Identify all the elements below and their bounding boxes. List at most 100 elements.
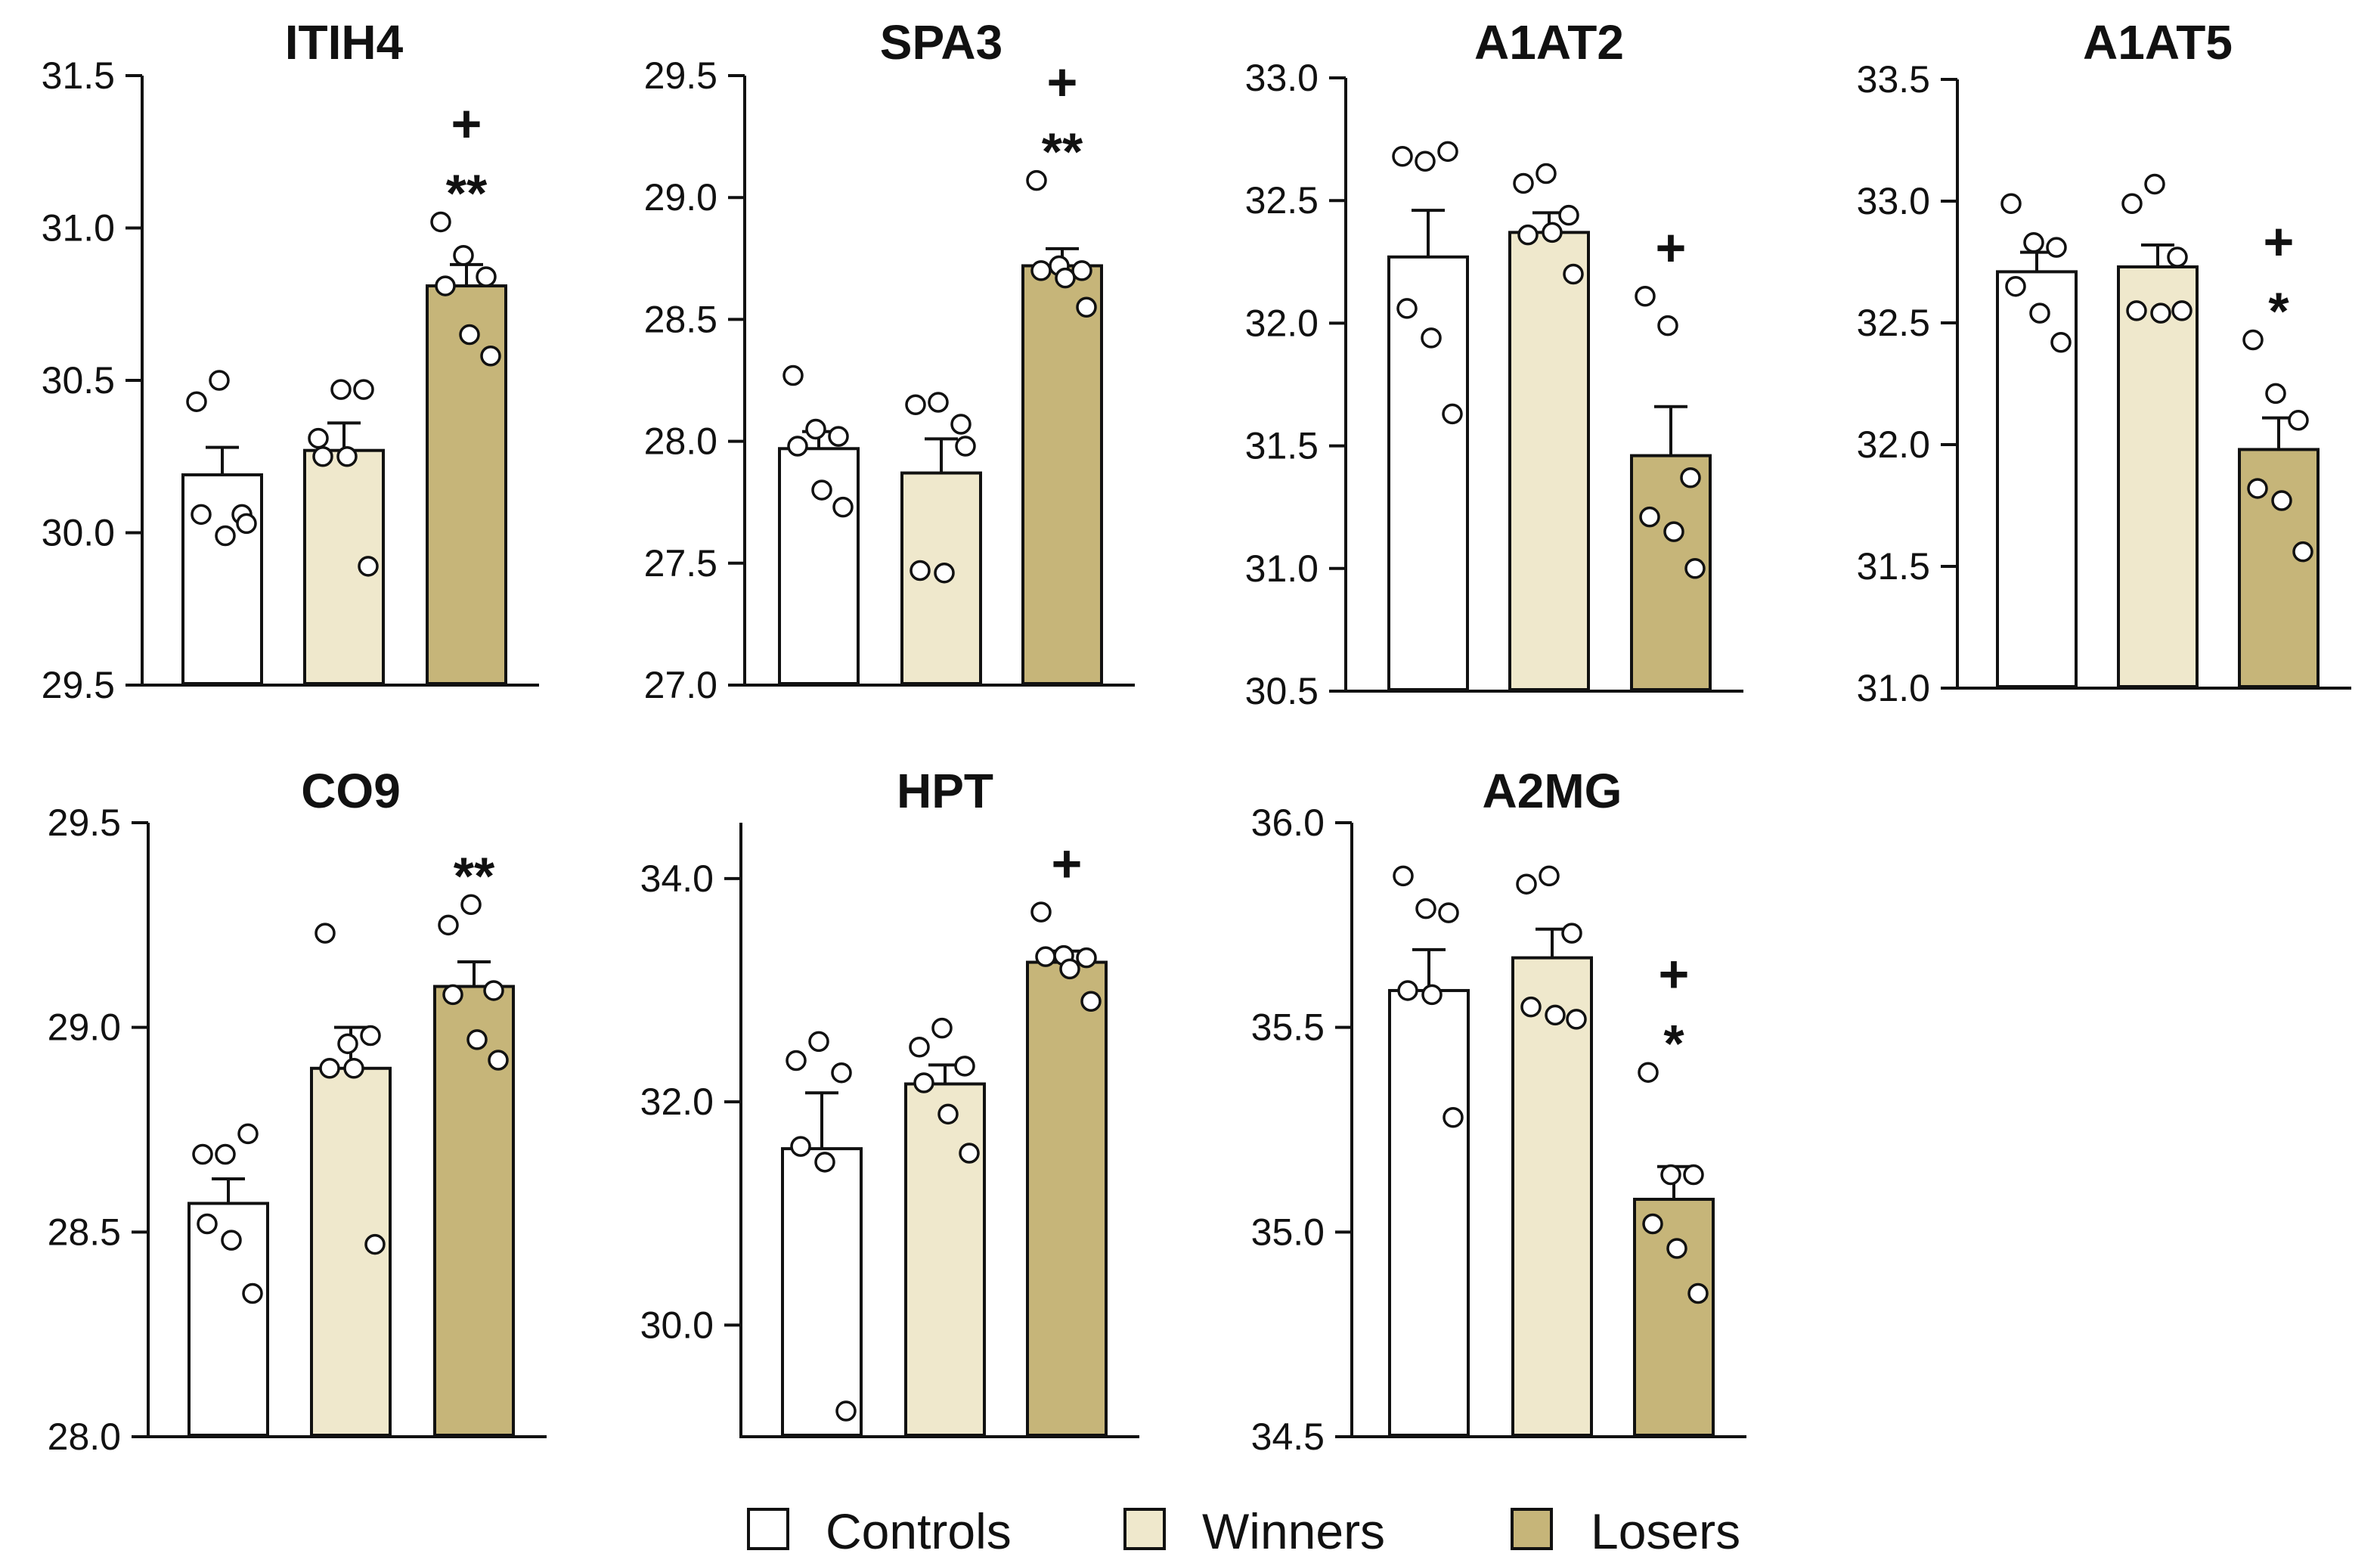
data-point-a1at2-losers [1639,506,1660,528]
data-point-a1at2-controls [1415,150,1436,172]
chart-title-hpt: HPT [897,764,993,818]
data-point-spa3-losers [1071,260,1092,281]
data-point-hpt-winners [937,1103,959,1125]
data-point-hpt-winners [931,1017,953,1039]
data-point-spa3-losers [1055,267,1076,289]
data-point-co9-controls [192,1143,213,1165]
data-point-hpt-losers [1059,958,1080,980]
data-point-co9-controls [221,1230,242,1251]
data-point-a1at2-winners [1563,263,1584,285]
y-tick-label-spa3: 28.0 [644,420,717,463]
data-point-hpt-controls [814,1152,835,1173]
data-point-hpt-losers [1080,991,1102,1012]
data-point-a1at2-controls [1437,141,1458,163]
y-tick-label-itih4: 31.0 [42,207,115,250]
legend-swatch-winners [1123,1508,1166,1550]
data-point-a1at5-winners [2126,300,2147,321]
legend-item-winners: Winners [1123,1503,1385,1559]
data-point-a2mg-controls [1421,984,1443,1006]
data-point-spa3-losers [1076,296,1097,318]
data-point-a1at5-losers [2247,478,2268,499]
data-point-co9-losers [438,914,459,936]
y-tick-label-hpt: 34.0 [640,857,714,900]
chart-title-itih4: ITIH4 [285,15,404,70]
y-tick-label-a1at2: 32.0 [1245,302,1319,344]
data-point-a1at5-losers [2265,383,2286,405]
panels: ITIH429.530.030.531.031.5**+SPA327.027.5… [42,15,2351,1458]
data-point-hpt-controls [808,1031,829,1053]
bar-hpt-winners [904,1082,986,1437]
data-point-a2mg-controls [1438,902,1459,923]
y-tick-label-a1at5: 31.0 [1857,667,1930,709]
y-tick-label-a1at5: 32.0 [1857,423,1930,466]
chart-panel-a1at2: A1AT2 30.5 31.0 31.5 32.0 32.5 33.0 + [1245,15,1743,712]
data-point-hpt-controls [835,1400,857,1422]
y-tick-label-a1at2: 33.0 [1245,57,1319,99]
data-point-co9-winners [360,1025,381,1047]
y-tick-label-spa3: 27.5 [644,542,717,585]
data-point-a1at2-winners [1536,163,1557,185]
legend: Controls Winners Losers [747,1503,1740,1559]
data-point-a1at5-controls [2005,275,2026,297]
y-tick-label-a1at5: 31.5 [1857,545,1930,588]
y-tick-label-hpt: 32.0 [640,1081,714,1123]
data-point-spa3-controls [811,479,832,501]
chart-title-a1at5: A1AT5 [2083,15,2233,70]
bar-a2mg-winners [1511,956,1593,1437]
significance-plus-a2mg: + [1659,944,1690,1003]
data-point-a1at2-winners [1542,222,1563,243]
data-point-spa3-winners [905,394,926,415]
y-tick-label-spa3: 27.0 [644,664,717,706]
data-point-a1at5-controls [2023,231,2044,253]
y-tick-label-spa3: 28.5 [644,298,717,340]
significance-star-a1at5: * [2268,282,2289,341]
chart-panel-a2mg: A2MG 34.5 35.0 35.5 36.0 * + [1251,764,1746,1458]
data-point-spa3-winners [910,560,931,581]
data-point-co9-losers [442,984,463,1006]
significance-plus-hpt: + [1052,834,1083,893]
data-point-spa3-controls [805,418,826,440]
data-point-itih4-winners [353,379,374,400]
y-tick-label-a1at2: 30.5 [1245,670,1319,712]
y-tick-label-a1at5: 32.5 [1857,302,1930,344]
data-point-a2mg-controls [1397,980,1418,1001]
legend-swatch-losers [1511,1508,1553,1550]
data-point-a2mg-winners [1516,873,1537,895]
data-point-a1at2-winners [1558,204,1579,226]
data-point-spa3-losers [1030,260,1052,281]
data-point-a1at2-controls [1442,403,1463,425]
data-point-co9-winners [319,1058,340,1079]
chart-title-co9: CO9 [301,764,401,818]
data-point-a1at5-controls [2050,332,2072,353]
data-point-co9-winners [315,923,336,944]
data-point-spa3-losers [1026,169,1047,191]
legend-label-controls: Controls [826,1503,1012,1559]
data-point-co9-losers [460,894,482,916]
data-point-a2mg-winners [1545,1004,1566,1026]
data-point-co9-controls [215,1143,236,1165]
data-point-hpt-losers [1076,947,1097,969]
data-point-co9-winners [337,1033,358,1055]
data-point-a1at5-winners [2167,247,2188,268]
data-point-a2mg-winners [1566,1009,1587,1030]
significance-plus-a1at5: + [2264,212,2295,271]
data-point-itih4-losers [459,324,480,346]
data-point-a2mg-losers [1683,1164,1704,1186]
data-point-a1at2-controls [1396,298,1418,319]
significance-plus-a1at2: + [1656,219,1687,278]
data-point-a1at2-losers [1663,521,1684,542]
y-tick-label-a1at2: 32.5 [1245,179,1319,222]
data-point-a1at5-losers [2242,329,2264,351]
y-tick-label-a1at2: 31.0 [1245,547,1319,590]
data-point-a1at2-losers [1635,285,1656,307]
data-point-spa3-controls [787,436,808,457]
data-point-a1at5-losers [2292,541,2313,563]
legend-item-controls: Controls [747,1503,1012,1559]
legend-item-losers: Losers [1511,1503,1740,1559]
data-point-a2mg-losers [1687,1282,1709,1304]
chart-panel-spa3: SPA3 27.0 27.5 28.0 28.5 29.0 29.5 ** + [644,15,1135,706]
data-point-hpt-controls [786,1050,807,1071]
data-point-co9-winners [364,1233,386,1255]
chart-panel-itih4: ITIH4 29.5 30.0 30.5 31.0 31.5 ** + [42,15,539,706]
